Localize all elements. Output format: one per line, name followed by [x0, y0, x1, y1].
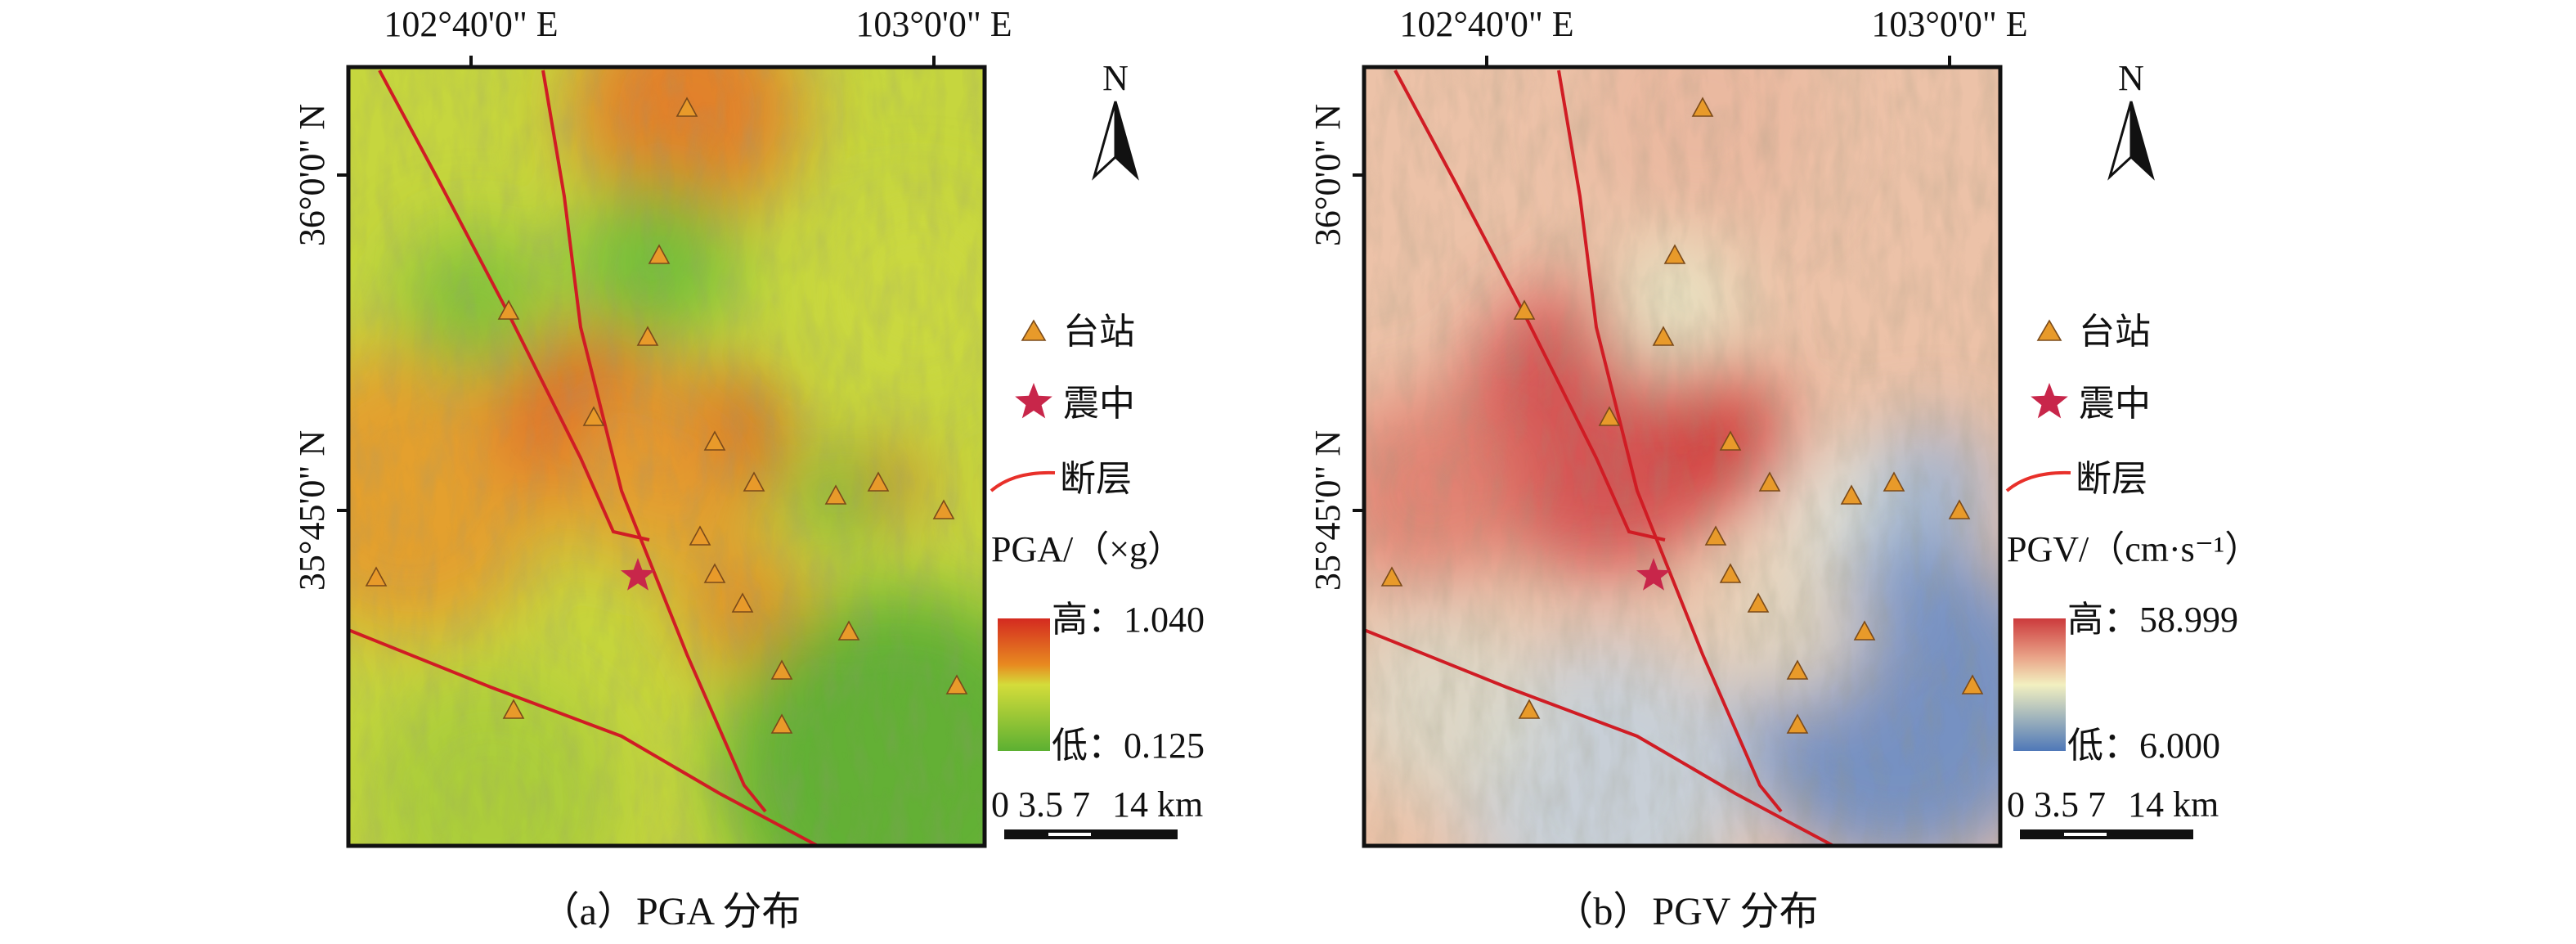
- station-marker: [1663, 244, 1686, 264]
- station-legend-icon: [2036, 319, 2062, 341]
- station-marker: [837, 620, 860, 641]
- north-arrow-icon: [1092, 101, 1139, 181]
- legend-fault: 断层: [2076, 459, 2147, 499]
- panel-caption: （b）PGV 分布: [1554, 890, 1818, 933]
- colorbar: [2013, 618, 2066, 751]
- station-marker: [867, 471, 890, 492]
- lat-label: 36°0'0" N: [292, 104, 332, 246]
- epicenter-legend-icon: [1015, 383, 1052, 419]
- legend-epicenter: 震中: [2079, 384, 2151, 424]
- map-raster: [1364, 67, 2000, 846]
- fault-line: [348, 628, 819, 846]
- station-marker: [1380, 566, 1403, 587]
- panel-pgv: 102°40'0" E 103°0'0" E 36°0'0" N 35°45'0" N…: [1308, 4, 2260, 933]
- station-marker: [945, 674, 968, 695]
- lat-label: 35°45'0" N: [1308, 430, 1348, 591]
- fault-line: [1557, 70, 1783, 813]
- station-marker: [1719, 563, 1742, 583]
- station-marker: [1883, 471, 1905, 492]
- lon-label: 102°40'0" E: [384, 4, 558, 44]
- station-marker: [1518, 699, 1541, 719]
- map-frame: [346, 65, 987, 848]
- epicenter-legend-icon: [2031, 383, 2068, 419]
- north-arrow-icon: [2107, 101, 2155, 181]
- fault-line: [1364, 628, 1834, 846]
- station-marker: [1652, 326, 1675, 346]
- station-marker: [1704, 525, 1727, 546]
- station-marker: [703, 563, 726, 583]
- north-label: N: [1102, 58, 1129, 98]
- scale-ticks: 0 3.5 7: [991, 784, 1090, 825]
- station-legend-icon: [1021, 319, 1047, 341]
- colorbar-low: 低：6.000: [2067, 726, 2220, 766]
- colorbar-high: 高：58.999: [2067, 600, 2238, 640]
- colorbar-high: 高：1.040: [1052, 600, 1205, 640]
- station-marker: [1691, 97, 1714, 117]
- station-marker: [689, 525, 711, 546]
- scale-end: 14 km: [1112, 784, 1203, 825]
- legend-station: 台站: [2079, 312, 2151, 352]
- colorbar: [998, 618, 1050, 751]
- station-marker: [743, 471, 765, 492]
- lon-label: 103°0'0" E: [855, 4, 1012, 44]
- station-marker: [1948, 499, 1971, 519]
- station-marker: [1853, 620, 1876, 641]
- station-marker: [824, 484, 847, 505]
- lat-label: 36°0'0" N: [1308, 104, 1348, 246]
- station-marker: [1786, 713, 1809, 734]
- fault-legend-icon: [2005, 470, 2071, 492]
- station-marker: [1598, 406, 1621, 426]
- station-marker: [365, 566, 388, 587]
- colorbar-title: PGV/（cm·s⁻¹）: [2007, 529, 2260, 569]
- fault-line: [1393, 70, 1666, 542]
- station-marker: [497, 299, 520, 320]
- lat-label: 35°45'0" N: [292, 430, 332, 591]
- station-marker: [636, 326, 659, 346]
- legend-fault: 断层: [1060, 459, 1132, 499]
- station-marker: [1961, 674, 1984, 695]
- map-frame: [1362, 65, 2003, 848]
- station-marker: [1513, 299, 1536, 320]
- station-marker: [582, 406, 605, 426]
- map-raster: [348, 67, 985, 846]
- lon-label: 103°0'0" E: [1871, 4, 2027, 44]
- station-marker: [1786, 659, 1809, 680]
- station-marker: [502, 699, 525, 719]
- colorbar-title: PGA/（×g）: [991, 529, 1183, 569]
- station-marker: [703, 430, 726, 451]
- colorbar-low: 低：0.125: [1052, 726, 1205, 766]
- lon-label: 102°40'0" E: [1399, 4, 1573, 44]
- fault-line: [541, 70, 767, 813]
- station-marker: [675, 97, 698, 117]
- station-marker: [1758, 471, 1781, 492]
- station-marker: [770, 659, 793, 680]
- station-marker: [770, 713, 793, 734]
- station-marker: [1719, 430, 1742, 451]
- station-marker: [1840, 484, 1863, 505]
- station-marker: [1747, 592, 1770, 613]
- scale-ticks: 0 3.5 7: [2007, 784, 2106, 825]
- legend-epicenter: 震中: [1063, 384, 1135, 424]
- panel-caption: （a）PGA 分布: [541, 890, 801, 933]
- north-label: N: [2118, 58, 2144, 98]
- scale-end: 14 km: [2128, 784, 2219, 825]
- station-marker: [932, 499, 955, 519]
- epicenter-marker: [1636, 558, 1671, 591]
- legend-station: 台站: [1063, 312, 1135, 352]
- fault-legend-icon: [990, 470, 1056, 492]
- station-marker: [731, 592, 754, 613]
- epicenter-marker: [621, 558, 655, 591]
- station-marker: [648, 244, 671, 264]
- fault-line: [378, 70, 650, 542]
- panel-pga: 102°40'0" E 103°0'0" E 36°0'0" N 35°45'0" N…: [292, 4, 1205, 933]
